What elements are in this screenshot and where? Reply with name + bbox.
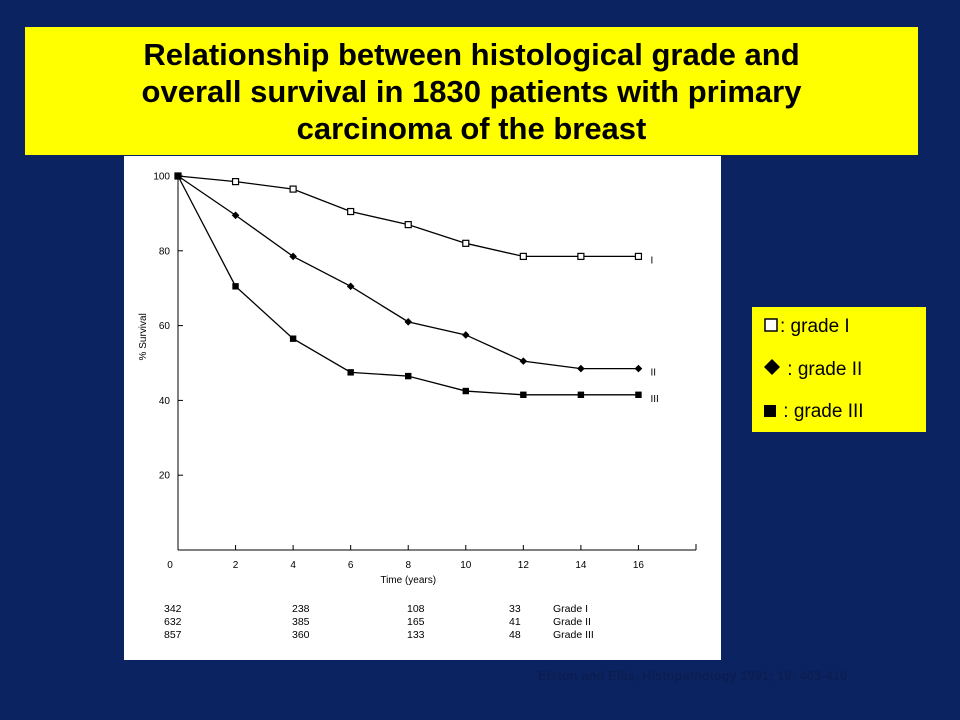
data-point-grade-II — [404, 318, 413, 326]
x-tick-label: 16 — [633, 560, 645, 571]
series-end-label: I — [650, 255, 653, 266]
at-risk-count: 41 — [509, 616, 521, 628]
at-risk-row-label: Grade I — [553, 603, 588, 615]
at-risk-count: 133 — [407, 629, 425, 641]
data-point-grade-II — [519, 357, 528, 365]
at-risk-count: 857 — [164, 629, 182, 641]
at-risk-count: 33 — [509, 603, 521, 615]
data-point-grade-III — [462, 387, 469, 395]
y-tick-label: 80 — [159, 246, 171, 257]
at-risk-count: 632 — [164, 616, 182, 628]
data-point-grade-II — [634, 364, 643, 373]
series-line-grade-III — [177, 175, 639, 396]
data-point-grade-III — [405, 372, 412, 380]
series-line-grade-I — [177, 175, 639, 258]
series-line-grade-II — [177, 175, 639, 370]
series-end-label: II — [650, 368, 656, 379]
at-risk-count: 360 — [292, 629, 310, 641]
y-tick-label: 60 — [159, 321, 171, 332]
legend-label-grade-1: : grade I — [780, 316, 850, 338]
x-tick-label: 4 — [290, 560, 296, 571]
open-square-icon — [764, 315, 778, 339]
data-point-grade-III — [520, 391, 527, 398]
y-axis-label: % Survival — [138, 313, 149, 360]
at-risk-row-label: Grade II — [553, 616, 591, 628]
at-risk-count: 342 — [164, 603, 182, 615]
legend-box: : grade I : grade II : grade III — [752, 307, 926, 432]
data-point-grade-II — [577, 364, 585, 373]
data-point-grade-II — [461, 331, 470, 339]
data-point-grade-II — [346, 282, 355, 291]
legend-item-grade-3: : grade III — [764, 400, 864, 424]
legend-item-grade-2: : grade II — [764, 358, 862, 382]
data-point-grade-II — [289, 252, 297, 261]
filled-diamond-icon — [764, 358, 780, 382]
x-tick-label: 6 — [348, 560, 354, 571]
data-point-grade-III — [635, 391, 642, 398]
legend-label-grade-3: : grade III — [778, 401, 864, 423]
data-point-grade-I — [462, 239, 470, 247]
data-point-grade-I — [347, 207, 355, 216]
data-point-grade-III — [577, 391, 585, 398]
data-point-grade-III — [289, 335, 297, 342]
x-tick-label: 8 — [405, 560, 411, 571]
data-point-grade-I — [404, 221, 412, 229]
survival-chart: 20 40 60 80 100 0 2 4 6 8 10 12 14 16 Time (years) % Su… — [138, 172, 697, 641]
data-point-grade-I — [519, 252, 527, 261]
x-tick-label: 10 — [460, 560, 472, 571]
y-tick-label: 20 — [159, 471, 171, 482]
title-line-3: carcinoma of the breast — [296, 110, 647, 146]
y-tick-label: 100 — [153, 172, 170, 183]
x-tick-label: 12 — [518, 560, 530, 571]
at-risk-count: 385 — [292, 616, 310, 628]
data-point-grade-I — [231, 178, 240, 186]
x-tick-label: 2 — [233, 560, 239, 571]
at-risk-count: 108 — [407, 603, 425, 615]
chart-panel: 20 40 60 80 100 0 2 4 6 8 10 12 14 16 Time (years) % Su… — [124, 156, 721, 660]
title-box: Relationship between histological grade … — [25, 27, 918, 155]
data-point-grade-I — [577, 252, 585, 261]
at-risk-count: 165 — [407, 616, 425, 628]
data-point-grade-I — [634, 252, 643, 261]
x-tick-label: 0 — [167, 560, 173, 571]
y-tick-label: 40 — [159, 396, 171, 407]
at-risk-row-label: Grade III — [553, 629, 594, 641]
legend-item-grade-1: : grade I — [764, 315, 850, 339]
data-point-grade-III — [232, 283, 239, 290]
x-axis-label: Time (years) — [380, 575, 436, 586]
x-tick-label: 14 — [575, 560, 587, 571]
at-risk-count: 48 — [509, 629, 521, 641]
filled-square-icon — [764, 400, 776, 424]
data-point-grade-III — [174, 172, 182, 180]
citation: Elston and Ellis, Histopathology 1991; 1… — [538, 668, 848, 683]
series-end-label: III — [650, 394, 658, 405]
data-point-grade-III — [347, 369, 354, 376]
title-line-2: overall survival in 1830 patients with p… — [141, 73, 802, 109]
legend-label-grade-2: : grade II — [782, 359, 863, 381]
title-line-1: Relationship between histological grade … — [143, 36, 800, 72]
at-risk-count: 238 — [292, 603, 310, 615]
data-point-grade-I — [289, 185, 297, 193]
